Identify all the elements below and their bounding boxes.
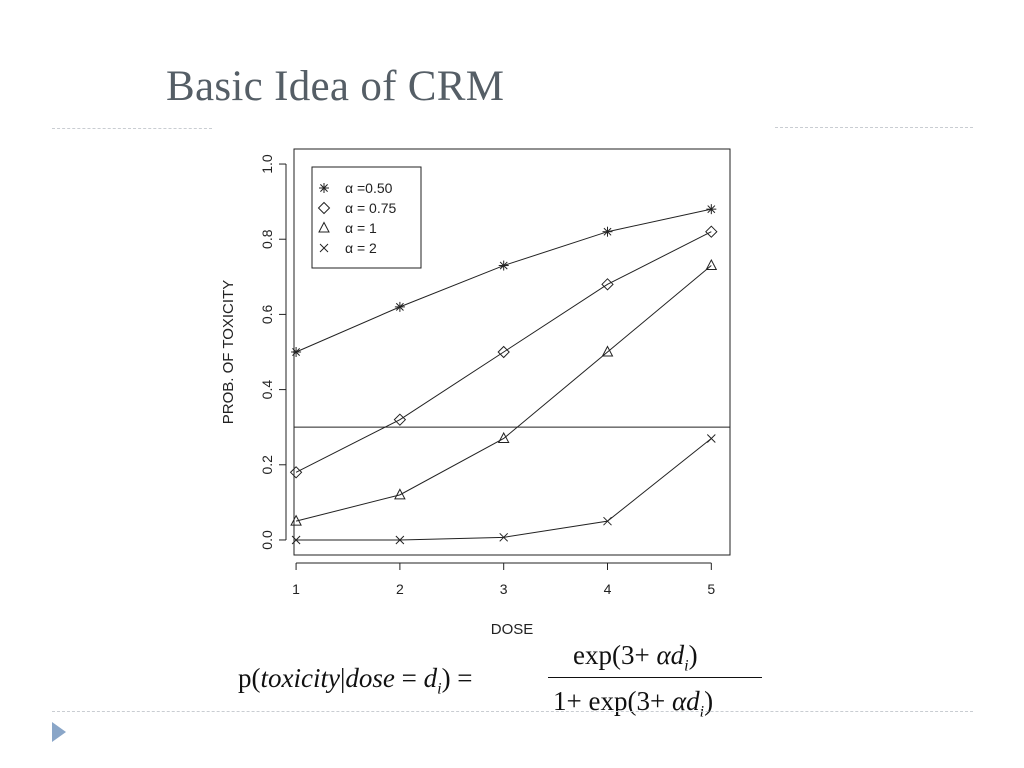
cross-stroke [291, 535, 301, 545]
asterisk-stroke [707, 205, 716, 214]
series-line-cross [296, 438, 712, 541]
legend-marker-asterisk [319, 183, 329, 193]
formula-left-side: p(toxicity|dose = di) = [238, 663, 473, 698]
y-tick-label: 0.0 [259, 530, 275, 550]
x-tick-label: 2 [396, 581, 404, 597]
diamond-shape [705, 225, 718, 238]
diamond-shape [393, 413, 407, 426]
diamond-shape [289, 466, 303, 479]
y-tick-label: 1.0 [259, 154, 275, 174]
y-tick-label: 0.6 [259, 304, 275, 324]
x-tick-label: 4 [604, 581, 612, 597]
data-point-cross [603, 516, 612, 526]
asterisk-stroke [320, 184, 328, 192]
cross-stroke [603, 516, 612, 526]
triangle-shape [394, 488, 406, 500]
triangle-shape [601, 345, 614, 357]
asterisk-stroke [292, 348, 301, 356]
data-point-diamond [705, 225, 718, 238]
data-point-cross [291, 535, 301, 545]
x-tick-label: 5 [707, 581, 715, 597]
data-point-diamond [289, 466, 303, 479]
data-point-triangle [601, 345, 614, 357]
legend-label: α = 0.75 [345, 200, 397, 216]
triangle-shape [290, 514, 302, 526]
legend-marker-triangle [318, 221, 330, 233]
legend-label: α = 2 [345, 240, 377, 256]
asterisk-stroke [395, 302, 404, 311]
data-point-asterisk [291, 347, 302, 357]
triangle-shape [318, 221, 330, 233]
data-point-triangle [394, 488, 406, 500]
data-point-diamond [393, 413, 407, 426]
legend-box [311, 166, 422, 269]
bottom-divider [52, 711, 973, 712]
data-point-cross [395, 535, 405, 545]
play-arrow-icon [52, 722, 66, 742]
data-point-triangle [497, 431, 510, 443]
legend-label: α = 1 [345, 220, 377, 236]
data-point-asterisk [498, 260, 509, 271]
diamond-shape [317, 201, 331, 215]
cross-stroke [499, 532, 509, 542]
data-point-diamond [601, 278, 614, 291]
y-tick-label: 0.8 [259, 229, 275, 249]
cross-stroke [706, 434, 716, 443]
data-point-triangle [705, 258, 718, 271]
legend-label: α =0.50 [345, 180, 393, 196]
legend-marker-cross [319, 243, 329, 253]
asterisk-stroke [603, 227, 612, 236]
diamond-shape [497, 345, 510, 359]
data-point-triangle [290, 514, 302, 526]
data-point-asterisk [602, 226, 613, 237]
triangle-shape [705, 258, 718, 271]
formula-numerator: exp(3+ αdi) [573, 640, 698, 675]
x-tick-label: 3 [500, 581, 508, 597]
y-axis-label: PROB. OF TOXICITY [220, 280, 237, 424]
series-line-triangle [295, 265, 712, 522]
y-tick-label: 0.2 [259, 455, 275, 475]
x-tick-label: 1 [292, 581, 300, 597]
series-line-diamond [295, 231, 712, 473]
y-tick-label: 0.4 [259, 380, 275, 400]
asterisk-stroke [499, 261, 508, 270]
triangle-shape [497, 431, 510, 443]
formula-fraction-bar [548, 677, 762, 678]
top-right-divider [775, 127, 973, 128]
data-point-asterisk [706, 204, 717, 215]
formula-denominator: 1+ exp(3+ αdi) [553, 686, 714, 721]
slide-title: Basic Idea of CRM [166, 63, 505, 110]
diamond-shape [601, 278, 614, 291]
cross-stroke [395, 535, 405, 545]
data-point-cross [499, 532, 509, 542]
data-point-diamond [497, 345, 510, 359]
cross-stroke [319, 243, 329, 253]
data-point-cross [706, 434, 716, 443]
data-point-asterisk [394, 301, 405, 312]
legend-marker-diamond [317, 201, 331, 215]
top-left-divider [52, 128, 212, 129]
x-axis-label: DOSE [491, 621, 534, 638]
